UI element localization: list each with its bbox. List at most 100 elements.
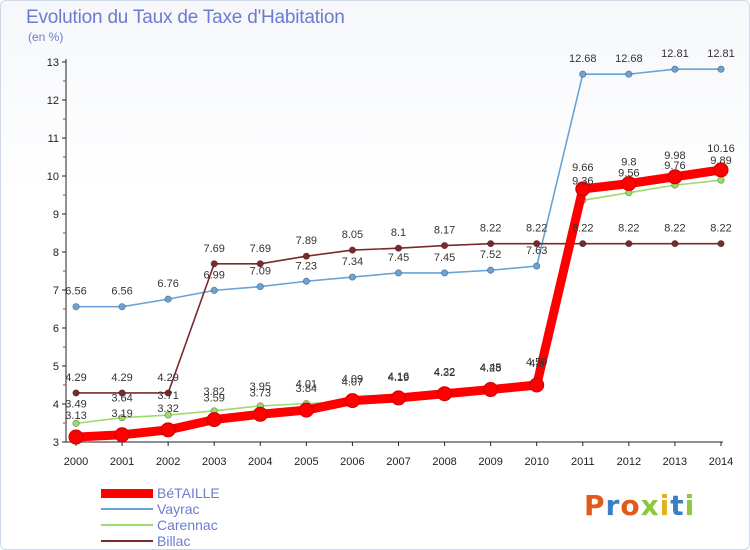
data-label-billac: 4.29 <box>65 372 86 384</box>
value-labels: 6.56 6.56 6.76 6.99 7.09 7.23 7.34 7.45 7.45 7.52… <box>65 48 734 422</box>
data-point-vayrac <box>394 269 403 277</box>
legend-item-vayrac: Vayrac <box>101 501 220 517</box>
data-point-billac <box>348 246 357 254</box>
data-label-carennac: 4.19 <box>388 372 409 384</box>
data-point-billac <box>579 240 587 248</box>
data-label-billac: 7.69 <box>250 243 271 255</box>
data-label-vayrac: 7.45 <box>388 252 409 264</box>
data-label-carennac: 3.64 <box>111 393 132 405</box>
data-label-vayrac: 12.81 <box>707 48 735 60</box>
axes: 3 4 5 6 7 8 9 10 11 12 13 2000 2001 2002 2003 2004 2005 2… <box>47 57 733 468</box>
data-point-btaille <box>529 377 545 393</box>
data-point-billac <box>487 240 495 248</box>
data-point-btaille <box>621 176 637 192</box>
data-point-vayrac <box>625 70 633 78</box>
legend-label-vayrac: Vayrac <box>157 501 200 517</box>
data-point-vayrac <box>210 286 218 294</box>
data-point-vayrac <box>256 282 264 291</box>
data-label-vayrac: 6.56 <box>111 286 132 298</box>
data-point-vayrac <box>533 262 541 270</box>
y-tick-label: 11 <box>48 133 59 145</box>
legend-label-carennac: Carennac <box>157 517 218 533</box>
data-label-btaille: 4.28 <box>480 363 501 375</box>
logo-letter: i <box>684 489 696 522</box>
x-tick-label: 2005 <box>294 456 318 468</box>
data-point-billac <box>440 241 449 250</box>
data-label-vayrac: 12.68 <box>615 53 643 65</box>
data-label-billac: 8.22 <box>480 223 501 235</box>
data-label-carennac: 4.59 <box>526 357 547 369</box>
y-tick-label: 10 <box>47 171 59 183</box>
data-point-btaille <box>114 427 130 443</box>
data-point-billac <box>394 244 403 252</box>
data-point-billac <box>302 252 310 260</box>
legend-item-billac: Billac <box>101 533 220 549</box>
x-tick-label: 2000 <box>64 456 88 468</box>
data-label-btaille: 3.73 <box>250 387 271 399</box>
data-point-billac <box>625 240 633 248</box>
data-point-billac <box>256 260 264 268</box>
data-label-billac: 8.22 <box>526 223 547 235</box>
data-label-btaille: 3.59 <box>204 393 225 405</box>
y-tick-label: 7 <box>53 285 59 297</box>
y-tick-label: 4 <box>53 399 59 411</box>
data-point-btaille <box>344 393 360 409</box>
data-point-vayrac <box>302 277 310 285</box>
data-point-btaille <box>68 429 84 445</box>
data-point-vayrac <box>579 70 587 78</box>
legend-item-carennac: Carennac <box>101 517 220 533</box>
data-point-btaille <box>483 382 499 398</box>
x-tick-label: 2007 <box>386 456 410 468</box>
data-label-carennac: 4.07 <box>342 376 363 388</box>
logo-letter: x <box>640 489 660 522</box>
data-label-billac: 4.29 <box>157 372 178 384</box>
data-label-carennac: 9.36 <box>572 175 593 187</box>
data-point-billac <box>118 389 126 397</box>
data-label-btaille: 3.84 <box>296 383 317 395</box>
data-label-vayrac: 6.99 <box>204 269 225 281</box>
data-point-btaille <box>206 412 222 428</box>
data-point-btaille <box>298 402 314 418</box>
x-tick-label: 2010 <box>524 456 548 468</box>
data-label-carennac: 9.76 <box>664 160 685 172</box>
x-tick-label: 2008 <box>432 456 456 468</box>
data-point-vayrac <box>440 269 449 277</box>
data-point-btaille <box>160 422 176 438</box>
data-point-vayrac <box>348 273 357 281</box>
data-label-carennac: 9.89 <box>710 155 731 167</box>
y-tick-label: 9 <box>53 209 59 221</box>
x-tick-label: 2003 <box>202 456 226 468</box>
legend-swatch-vayrac <box>101 508 153 510</box>
data-point-billac <box>533 240 541 248</box>
data-label-vayrac: 7.63 <box>526 245 547 257</box>
data-label-vayrac: 12.68 <box>569 53 597 65</box>
data-label-btaille: 9.8 <box>621 157 636 169</box>
data-label-btaille: 4.5 <box>529 358 544 370</box>
x-tick-label: 2009 <box>478 456 502 468</box>
legend-swatch-betaille <box>101 488 153 498</box>
series-layer <box>68 65 729 445</box>
legend: BéTAILLE Vayrac Carennac Billac <box>101 485 220 549</box>
series-line-carennac <box>75 179 722 425</box>
data-label-vayrac: 7.34 <box>342 256 363 268</box>
data-label-btaille: 4.16 <box>388 371 409 383</box>
data-label-billac: 8.22 <box>572 223 593 235</box>
data-label-vayrac: 6.56 <box>65 286 86 298</box>
data-label-btaille: 4.22 <box>434 367 455 379</box>
data-point-vayrac <box>164 295 172 303</box>
data-point-billac <box>164 389 172 397</box>
data-label-billac: 8.05 <box>342 229 363 241</box>
proxiti-logo: Proxiti <box>584 489 695 522</box>
data-label-billac: 7.69 <box>204 243 225 255</box>
x-tick-label: 2013 <box>663 456 687 468</box>
x-tick-label: 2006 <box>340 456 364 468</box>
data-point-btaille <box>713 162 729 178</box>
data-point-btaille <box>252 406 268 422</box>
data-point-carennac <box>72 419 80 427</box>
data-point-btaille <box>437 386 453 402</box>
legend-swatch-carennac <box>101 524 153 526</box>
data-label-carennac: 4.32 <box>434 367 455 379</box>
y-tick-label: 8 <box>53 247 59 259</box>
